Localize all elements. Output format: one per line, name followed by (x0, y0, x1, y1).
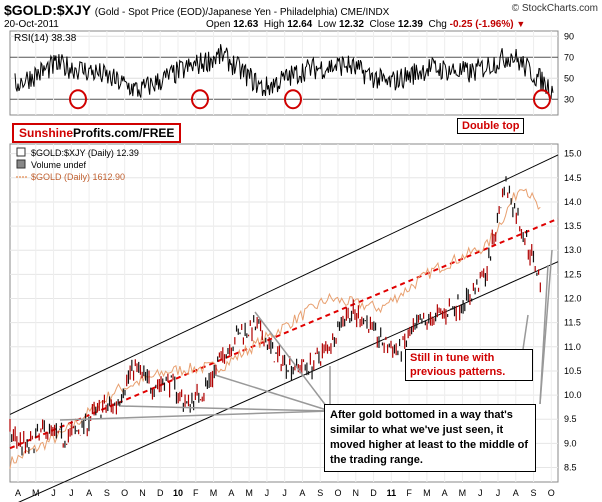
rsi-tick-label: 90 (564, 31, 574, 41)
x-tick-label: 10 (173, 488, 183, 498)
legend-label: $GOLD (Daily) 1612.90 (31, 172, 125, 182)
x-tick-label: N (353, 488, 360, 498)
x-tick-label: 11 (387, 488, 397, 498)
price-tick-label: 11.0 (564, 342, 581, 352)
x-tick-label: A (86, 488, 92, 498)
pointer-line (59, 410, 331, 421)
price-tick-label: 10.0 (564, 390, 582, 400)
rsi-tick-label: 70 (564, 52, 574, 62)
rsi-tick-label: 50 (564, 73, 574, 83)
price-tick-label: 9.0 (564, 438, 577, 448)
rsi-line (14, 44, 554, 100)
x-tick-label: S (104, 488, 110, 498)
x-tick-label: D (157, 488, 164, 498)
chg-label: Chg (428, 19, 447, 30)
down-triangle-icon: ▼ (516, 19, 526, 29)
x-tick-label: J (265, 488, 270, 498)
ohlc-readout: Open 12.63 High 12.64 Low 12.32 Close 12… (206, 19, 525, 30)
legend-swatch (16, 159, 26, 169)
pointer-line (214, 374, 331, 412)
x-tick-label: S (317, 488, 323, 498)
x-tick-label: A (299, 488, 305, 498)
legend-swatch (16, 147, 26, 157)
x-tick-label: A (442, 488, 448, 498)
x-tick-label: O (121, 488, 128, 498)
rsi-highlight-circle (533, 89, 551, 110)
x-tick-label: A (228, 488, 234, 498)
x-tick-label: N (139, 488, 146, 498)
price-tick-label: 14.5 (564, 173, 582, 183)
pointer-line (539, 249, 553, 405)
chg-value: -0.25 (-1.96%) (449, 19, 514, 30)
low-value: 12.32 (338, 19, 364, 30)
rsi-circles (69, 89, 551, 110)
price-tick-label: 11.5 (564, 318, 581, 328)
rsi-highlight-circle (191, 89, 209, 110)
close-value: 12.39 (397, 19, 423, 30)
trend-line-middle (9, 217, 559, 450)
x-tick-label: J (478, 488, 483, 498)
x-tick-label: M (459, 488, 467, 498)
rsi-panel (9, 30, 559, 116)
series-gold-usd (9, 188, 541, 469)
annotation-double-top: Double top (457, 118, 525, 134)
sunshine-watermark: SunshineProfits.com/FREE (12, 123, 182, 143)
watermark-part2: Profits.com/FREE (73, 126, 175, 140)
pointer-line (254, 311, 331, 412)
price-tick-label: 14.0 (564, 197, 582, 207)
price-bars (9, 176, 541, 456)
trend-line-lower (18, 261, 559, 502)
x-tick-label: D (370, 488, 377, 498)
price-tick-label: 8.5 (564, 463, 577, 473)
symbol-description: (Gold - Spot Price (EOD)/Japanese Yen - … (94, 7, 390, 18)
price-tick-label: 13.5 (564, 221, 582, 231)
open-value: 12.63 (233, 19, 259, 30)
x-tick-label: M (423, 488, 431, 498)
high-value: 12.64 (287, 19, 313, 30)
price-tick-label: 12.5 (564, 269, 582, 279)
rsi-tick-label: 30 (564, 94, 574, 104)
x-tick-label: A (513, 488, 519, 498)
close-label: Close (369, 19, 396, 30)
x-tick-label: M (32, 488, 40, 498)
rsi-title: RSI(14) 38.38 (14, 33, 77, 44)
x-tick-label: M (245, 488, 253, 498)
chart-date: 20-Oct-2011 (4, 19, 59, 30)
x-tick-label: O (334, 488, 341, 498)
price-tick-label: 13.0 (564, 245, 582, 255)
price-tick-label: 12.0 (564, 294, 582, 304)
price-tick-label: 9.5 (564, 414, 577, 424)
trend-channel (9, 154, 559, 502)
x-tick-label: J (282, 488, 287, 498)
x-tick-label: M (210, 488, 218, 498)
x-tick-label: F (406, 488, 412, 498)
symbol: $GOLD:$XJY (4, 2, 91, 18)
price-tick-label: 10.5 (564, 366, 582, 376)
annotation-pointers (59, 249, 553, 421)
legend: $GOLD:$XJY (Daily) 12.39 Volume undef $GOL… (16, 147, 139, 182)
x-tick-label: J (496, 488, 501, 498)
rsi-highlight-circle (69, 89, 87, 110)
x-tick-label: J (51, 488, 56, 498)
rsi-highlight-circle (284, 89, 302, 110)
x-tick-label: F (193, 488, 199, 498)
open-label: Open (206, 19, 231, 30)
watermark-part1: Sunshine (19, 126, 74, 140)
x-axis: A M J J A S O N D 10 F M A M J J A S O N D 11 F M A M J J A S O (15, 488, 555, 498)
x-tick-label: J (69, 488, 74, 498)
price-tick-label: 15.0 (564, 149, 582, 159)
x-tick-label: A (15, 488, 21, 498)
legend-label: $GOLD:$XJY (Daily) 12.39 (31, 148, 139, 158)
x-tick-label: S (531, 488, 537, 498)
x-tick-label: O (548, 488, 555, 498)
annotation-still-in-tune: Still in tune with previous patterns. (405, 349, 533, 381)
pointer-line (119, 405, 331, 412)
high-label: High (263, 19, 285, 30)
legend-label: Volume undef (31, 160, 87, 170)
low-label: Low (317, 19, 337, 30)
annotation-main-note: After gold bottomed in a way that's simi… (324, 404, 536, 472)
credit[interactable]: © StockCharts.com (511, 3, 598, 14)
trend-line-upper (9, 154, 559, 415)
chart-title: $GOLD:$XJY (Gold - Spot Price (EOD)/Japa… (4, 2, 389, 18)
